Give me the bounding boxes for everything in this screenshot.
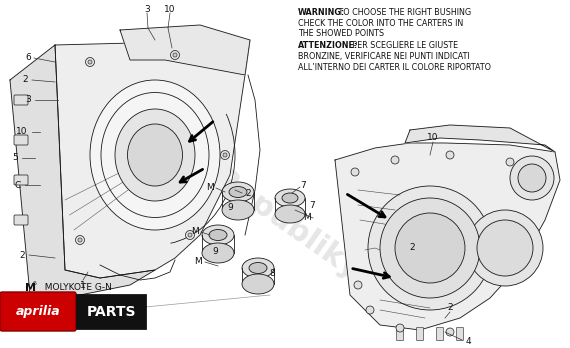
FancyBboxPatch shape bbox=[76, 294, 146, 329]
Text: ALL’INTERNO DEI CARTER IL COLORE RIPORTATO: ALL’INTERNO DEI CARTER IL COLORE RIPORTA… bbox=[298, 63, 491, 71]
Polygon shape bbox=[55, 40, 250, 278]
Text: 10: 10 bbox=[428, 134, 439, 142]
Text: 3: 3 bbox=[25, 95, 31, 104]
Text: PARTS: PARTS bbox=[86, 304, 136, 318]
Text: 9: 9 bbox=[212, 247, 218, 256]
Text: 10: 10 bbox=[164, 6, 176, 15]
Text: 2: 2 bbox=[22, 76, 28, 85]
Text: M: M bbox=[206, 183, 214, 192]
Text: CHECK THE COLOR INTO THE CARTERS IN: CHECK THE COLOR INTO THE CARTERS IN bbox=[298, 18, 463, 27]
Text: TO CHOOSE THE RIGHT BUSHING: TO CHOOSE THE RIGHT BUSHING bbox=[336, 8, 471, 17]
Circle shape bbox=[78, 238, 82, 242]
Circle shape bbox=[518, 164, 546, 192]
Circle shape bbox=[170, 50, 180, 60]
Circle shape bbox=[396, 324, 404, 332]
Text: PER SCEGLIERE LE GIUSTE: PER SCEGLIERE LE GIUSTE bbox=[350, 41, 458, 50]
Text: 8: 8 bbox=[269, 269, 275, 278]
Text: 2: 2 bbox=[409, 244, 415, 253]
Text: 2: 2 bbox=[19, 251, 25, 260]
Ellipse shape bbox=[242, 258, 274, 278]
Ellipse shape bbox=[282, 193, 298, 203]
Text: MOLYKOTE G-N: MOLYKOTE G-N bbox=[39, 283, 112, 292]
FancyBboxPatch shape bbox=[457, 327, 463, 340]
Circle shape bbox=[368, 186, 492, 310]
Text: 1: 1 bbox=[80, 280, 86, 290]
Text: M: M bbox=[194, 258, 202, 267]
Ellipse shape bbox=[90, 80, 220, 230]
Circle shape bbox=[446, 328, 454, 336]
Ellipse shape bbox=[229, 187, 247, 198]
Polygon shape bbox=[120, 25, 250, 75]
Polygon shape bbox=[405, 125, 555, 152]
Circle shape bbox=[88, 60, 92, 64]
Ellipse shape bbox=[115, 109, 195, 201]
Ellipse shape bbox=[222, 182, 254, 202]
FancyBboxPatch shape bbox=[397, 327, 404, 340]
Circle shape bbox=[351, 168, 359, 176]
Ellipse shape bbox=[242, 274, 274, 294]
FancyBboxPatch shape bbox=[14, 95, 28, 105]
Circle shape bbox=[510, 156, 554, 200]
Circle shape bbox=[366, 306, 374, 314]
Circle shape bbox=[477, 220, 533, 276]
Text: 3: 3 bbox=[144, 6, 150, 15]
Text: 7: 7 bbox=[309, 200, 315, 209]
Circle shape bbox=[185, 230, 194, 239]
Circle shape bbox=[223, 153, 227, 157]
FancyBboxPatch shape bbox=[417, 327, 424, 340]
Text: THE SHOWED POINTS: THE SHOWED POINTS bbox=[298, 29, 384, 38]
Circle shape bbox=[506, 158, 514, 166]
Circle shape bbox=[446, 151, 454, 159]
Text: C: C bbox=[15, 181, 21, 190]
Ellipse shape bbox=[209, 229, 227, 240]
Text: M: M bbox=[303, 214, 311, 222]
Ellipse shape bbox=[222, 200, 254, 220]
Circle shape bbox=[380, 198, 480, 298]
Circle shape bbox=[188, 233, 192, 237]
FancyBboxPatch shape bbox=[14, 175, 28, 185]
Ellipse shape bbox=[275, 189, 305, 207]
Ellipse shape bbox=[202, 243, 234, 263]
Text: 6: 6 bbox=[33, 281, 37, 286]
Circle shape bbox=[221, 150, 230, 159]
Text: BRONZINE, VERIFICARE NEI PUNTI INDICATI: BRONZINE, VERIFICARE NEI PUNTI INDICATI bbox=[298, 52, 470, 61]
Polygon shape bbox=[335, 143, 560, 330]
Circle shape bbox=[467, 210, 543, 286]
FancyBboxPatch shape bbox=[14, 135, 28, 145]
Circle shape bbox=[395, 213, 465, 283]
FancyBboxPatch shape bbox=[14, 215, 28, 225]
Ellipse shape bbox=[275, 205, 305, 223]
Circle shape bbox=[75, 236, 84, 245]
Text: 9: 9 bbox=[227, 204, 233, 213]
Text: M: M bbox=[25, 283, 36, 293]
Ellipse shape bbox=[202, 225, 234, 245]
Text: PartsRepubliky: PartsRepubliky bbox=[135, 113, 365, 286]
Text: M: M bbox=[191, 228, 199, 237]
Text: 4: 4 bbox=[465, 338, 471, 347]
Polygon shape bbox=[10, 45, 155, 295]
FancyBboxPatch shape bbox=[437, 327, 443, 340]
Text: WARNING:: WARNING: bbox=[298, 8, 345, 17]
Circle shape bbox=[173, 53, 177, 57]
Ellipse shape bbox=[128, 124, 182, 186]
Text: 7: 7 bbox=[300, 181, 306, 190]
Text: ATTENZIONE:: ATTENZIONE: bbox=[298, 41, 358, 50]
Text: 2: 2 bbox=[245, 189, 251, 198]
Text: 6: 6 bbox=[25, 54, 31, 63]
Text: 10: 10 bbox=[17, 127, 28, 136]
Text: aprilia: aprilia bbox=[16, 305, 60, 318]
Circle shape bbox=[354, 281, 362, 289]
Ellipse shape bbox=[249, 262, 267, 274]
Circle shape bbox=[86, 57, 95, 66]
Circle shape bbox=[391, 156, 399, 164]
Text: 2: 2 bbox=[447, 303, 453, 313]
Text: 5: 5 bbox=[12, 153, 18, 163]
FancyBboxPatch shape bbox=[0, 292, 76, 331]
